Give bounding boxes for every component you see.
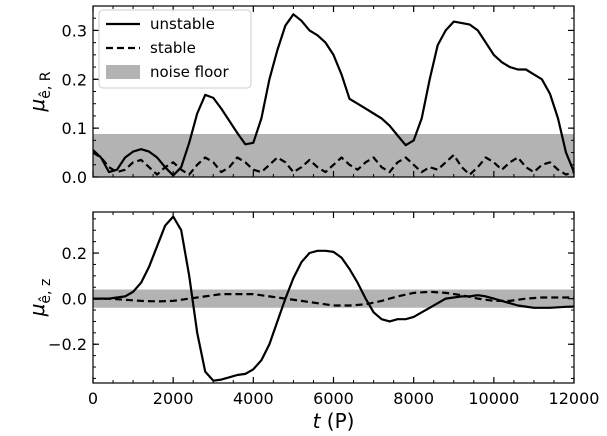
legend-label: stable <box>150 39 196 57</box>
noise-floor-band <box>93 134 574 177</box>
x-axis-label: t (P) <box>313 409 355 433</box>
y-tick-label: −0.2 <box>48 335 87 354</box>
panel-top-r-component: 0.0 0.1 0.2 0.3 μê, R <box>25 5 575 187</box>
legend-swatch-noise-floor <box>106 65 140 79</box>
x-axis-label-text: t (P) <box>313 409 355 433</box>
legend: unstable stable noise floor <box>98 9 252 89</box>
x-tick-label: 12000 <box>549 389 600 408</box>
y-tick-label: 0.0 <box>62 290 87 309</box>
legend-label: noise floor <box>150 63 229 81</box>
y-tick-label: 0.3 <box>62 21 87 40</box>
y-axis-label: μê, R <box>25 71 54 112</box>
x-tick-label: 2000 <box>153 389 194 408</box>
y-tick-label: 0.2 <box>62 70 87 89</box>
panel-bottom-z-component: 0 2000 4000 6000 8000 10000 12000 −0.2 0.0 0.2 μê,… <box>25 211 600 408</box>
y-axis-label: μê, z <box>25 279 54 318</box>
y-tick-label: 0.2 <box>62 244 87 263</box>
y-tick-label: 0.0 <box>62 168 87 187</box>
legend-label: unstable <box>150 15 215 33</box>
series-line-stable <box>93 151 574 176</box>
x-tick-label: 4000 <box>233 389 274 408</box>
x-tick-label: 6000 <box>313 389 354 408</box>
series-line-stable <box>93 290 574 307</box>
noise-floor-band <box>93 289 574 308</box>
x-tick-label: 8000 <box>393 389 434 408</box>
x-tick-label: 10000 <box>468 389 519 408</box>
y-tick-label: 0.1 <box>62 119 87 138</box>
x-tick-label: 0 <box>88 389 98 408</box>
